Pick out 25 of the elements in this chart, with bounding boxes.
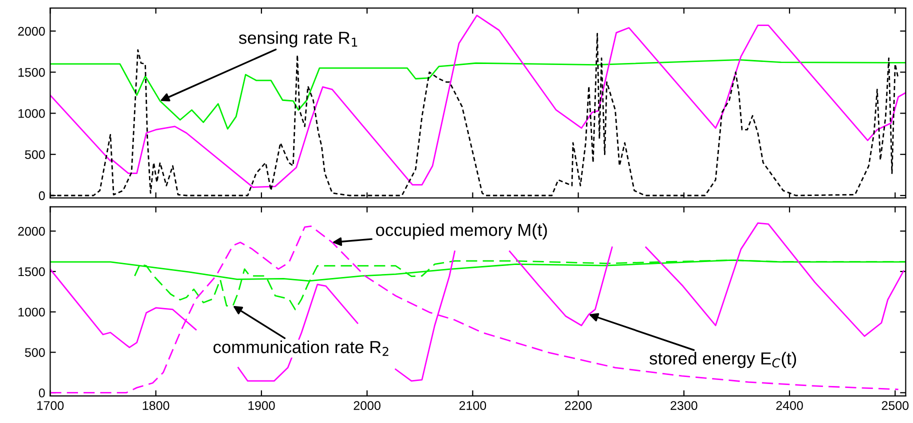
y-tick-label: 2000 (18, 226, 45, 236)
y-tick-label: 500 (25, 348, 45, 357)
y-tick-label: 1500 (18, 267, 45, 276)
y-tick-label: 500 (25, 150, 45, 160)
x-tick-label: 2200 (565, 401, 592, 410)
x-tick-label: 2500 (882, 401, 909, 410)
x-tick-label: 1800 (142, 401, 170, 410)
annotation: communication rate R$_{2}$ (213, 340, 388, 356)
line-series (50, 59, 906, 130)
x-tick-label: 2400 (776, 401, 803, 410)
x-tick-label: 1700 (37, 401, 64, 410)
x-tick-label: 2000 (354, 401, 380, 410)
x-tick-label: 2100 (459, 401, 486, 410)
x-tick-label: 1900 (248, 401, 275, 410)
annotation: stored energy E$_{C}$(t) (650, 352, 796, 368)
annotation: sensing rate R$_{1}$ (238, 31, 358, 48)
y-tick-label: 1000 (18, 109, 45, 118)
y-tick-label: 0 (38, 191, 45, 200)
y-tick-label: 1000 (18, 308, 45, 317)
annotation: occupied memory M(t) (376, 223, 547, 240)
y-tick-label: 1500 (18, 68, 45, 77)
line-series (50, 14, 906, 188)
y-tick-label: 0 (38, 388, 45, 398)
x-tick-label: 2300 (670, 401, 698, 410)
y-tick-label: 2000 (18, 26, 45, 36)
